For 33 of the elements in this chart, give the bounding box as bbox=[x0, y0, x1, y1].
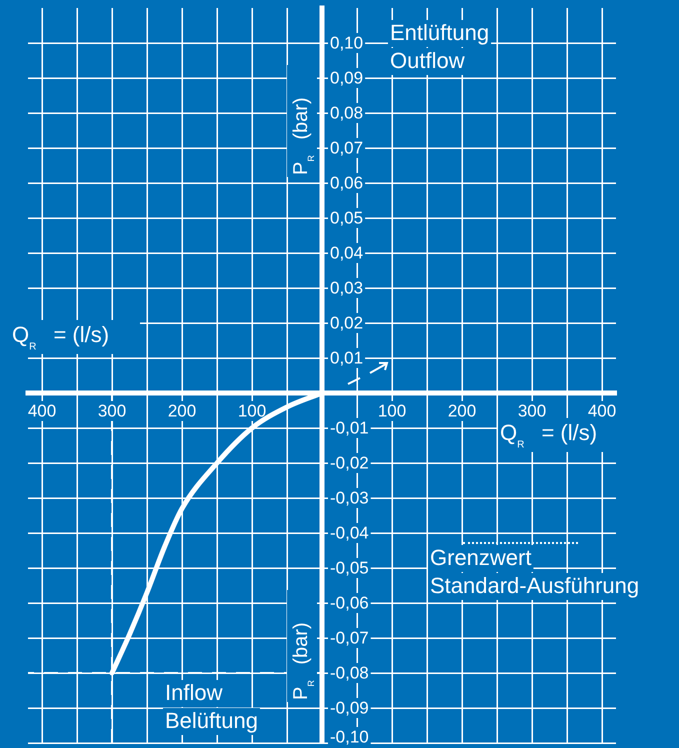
y-tick-label: 0,08 bbox=[330, 104, 364, 123]
annotation: Inflow Belüftung bbox=[165, 680, 258, 733]
y-tick-label: 0,09 bbox=[330, 68, 364, 88]
y-tick-label: -0,05 bbox=[330, 558, 369, 578]
annotation: Grenzwert Standard-Ausführung bbox=[430, 545, 640, 598]
x-tick-label: 200 bbox=[448, 402, 476, 421]
y-tick-label: 0,05 bbox=[330, 208, 364, 228]
text: PR (bar) bbox=[290, 97, 316, 175]
y-tick-label: -0,06 bbox=[330, 594, 369, 613]
y-tick-label: -0,04 bbox=[330, 524, 369, 543]
y-tick-label: -0,03 bbox=[330, 488, 369, 508]
y-tick-label: 0,07 bbox=[330, 138, 364, 158]
x-tick-label: 300 bbox=[98, 402, 126, 421]
text: PR (bar) bbox=[290, 622, 316, 700]
x-tick-label: 300 bbox=[518, 402, 546, 421]
x-tick-label: 200 bbox=[168, 402, 196, 421]
y-tick-label: 0,02 bbox=[330, 314, 364, 333]
y-tick-label: 0,03 bbox=[330, 278, 364, 298]
y-tick-label: 0,10 bbox=[330, 34, 364, 53]
y-tick-label: -0,08 bbox=[330, 664, 369, 683]
x-tick-label: 400 bbox=[28, 402, 56, 421]
y-tick-label: -0,10 bbox=[330, 728, 369, 747]
x-tick-label: 400 bbox=[588, 402, 616, 421]
y-tick-label: -0,01 bbox=[330, 418, 369, 438]
y-tick-label: 0,06 bbox=[330, 174, 364, 193]
y-tick-label: -0,02 bbox=[330, 454, 369, 473]
annotation: Entlüftung Outflow bbox=[390, 20, 490, 73]
y-tick-label: 0,04 bbox=[330, 244, 364, 263]
y-tick-label: -0,07 bbox=[330, 628, 369, 648]
x-tick-label: 100 bbox=[378, 402, 406, 421]
y-tick-label: 0,01 bbox=[330, 348, 364, 368]
y-tick-label: -0,09 bbox=[330, 698, 369, 718]
x-tick-label: 100 bbox=[238, 402, 266, 421]
